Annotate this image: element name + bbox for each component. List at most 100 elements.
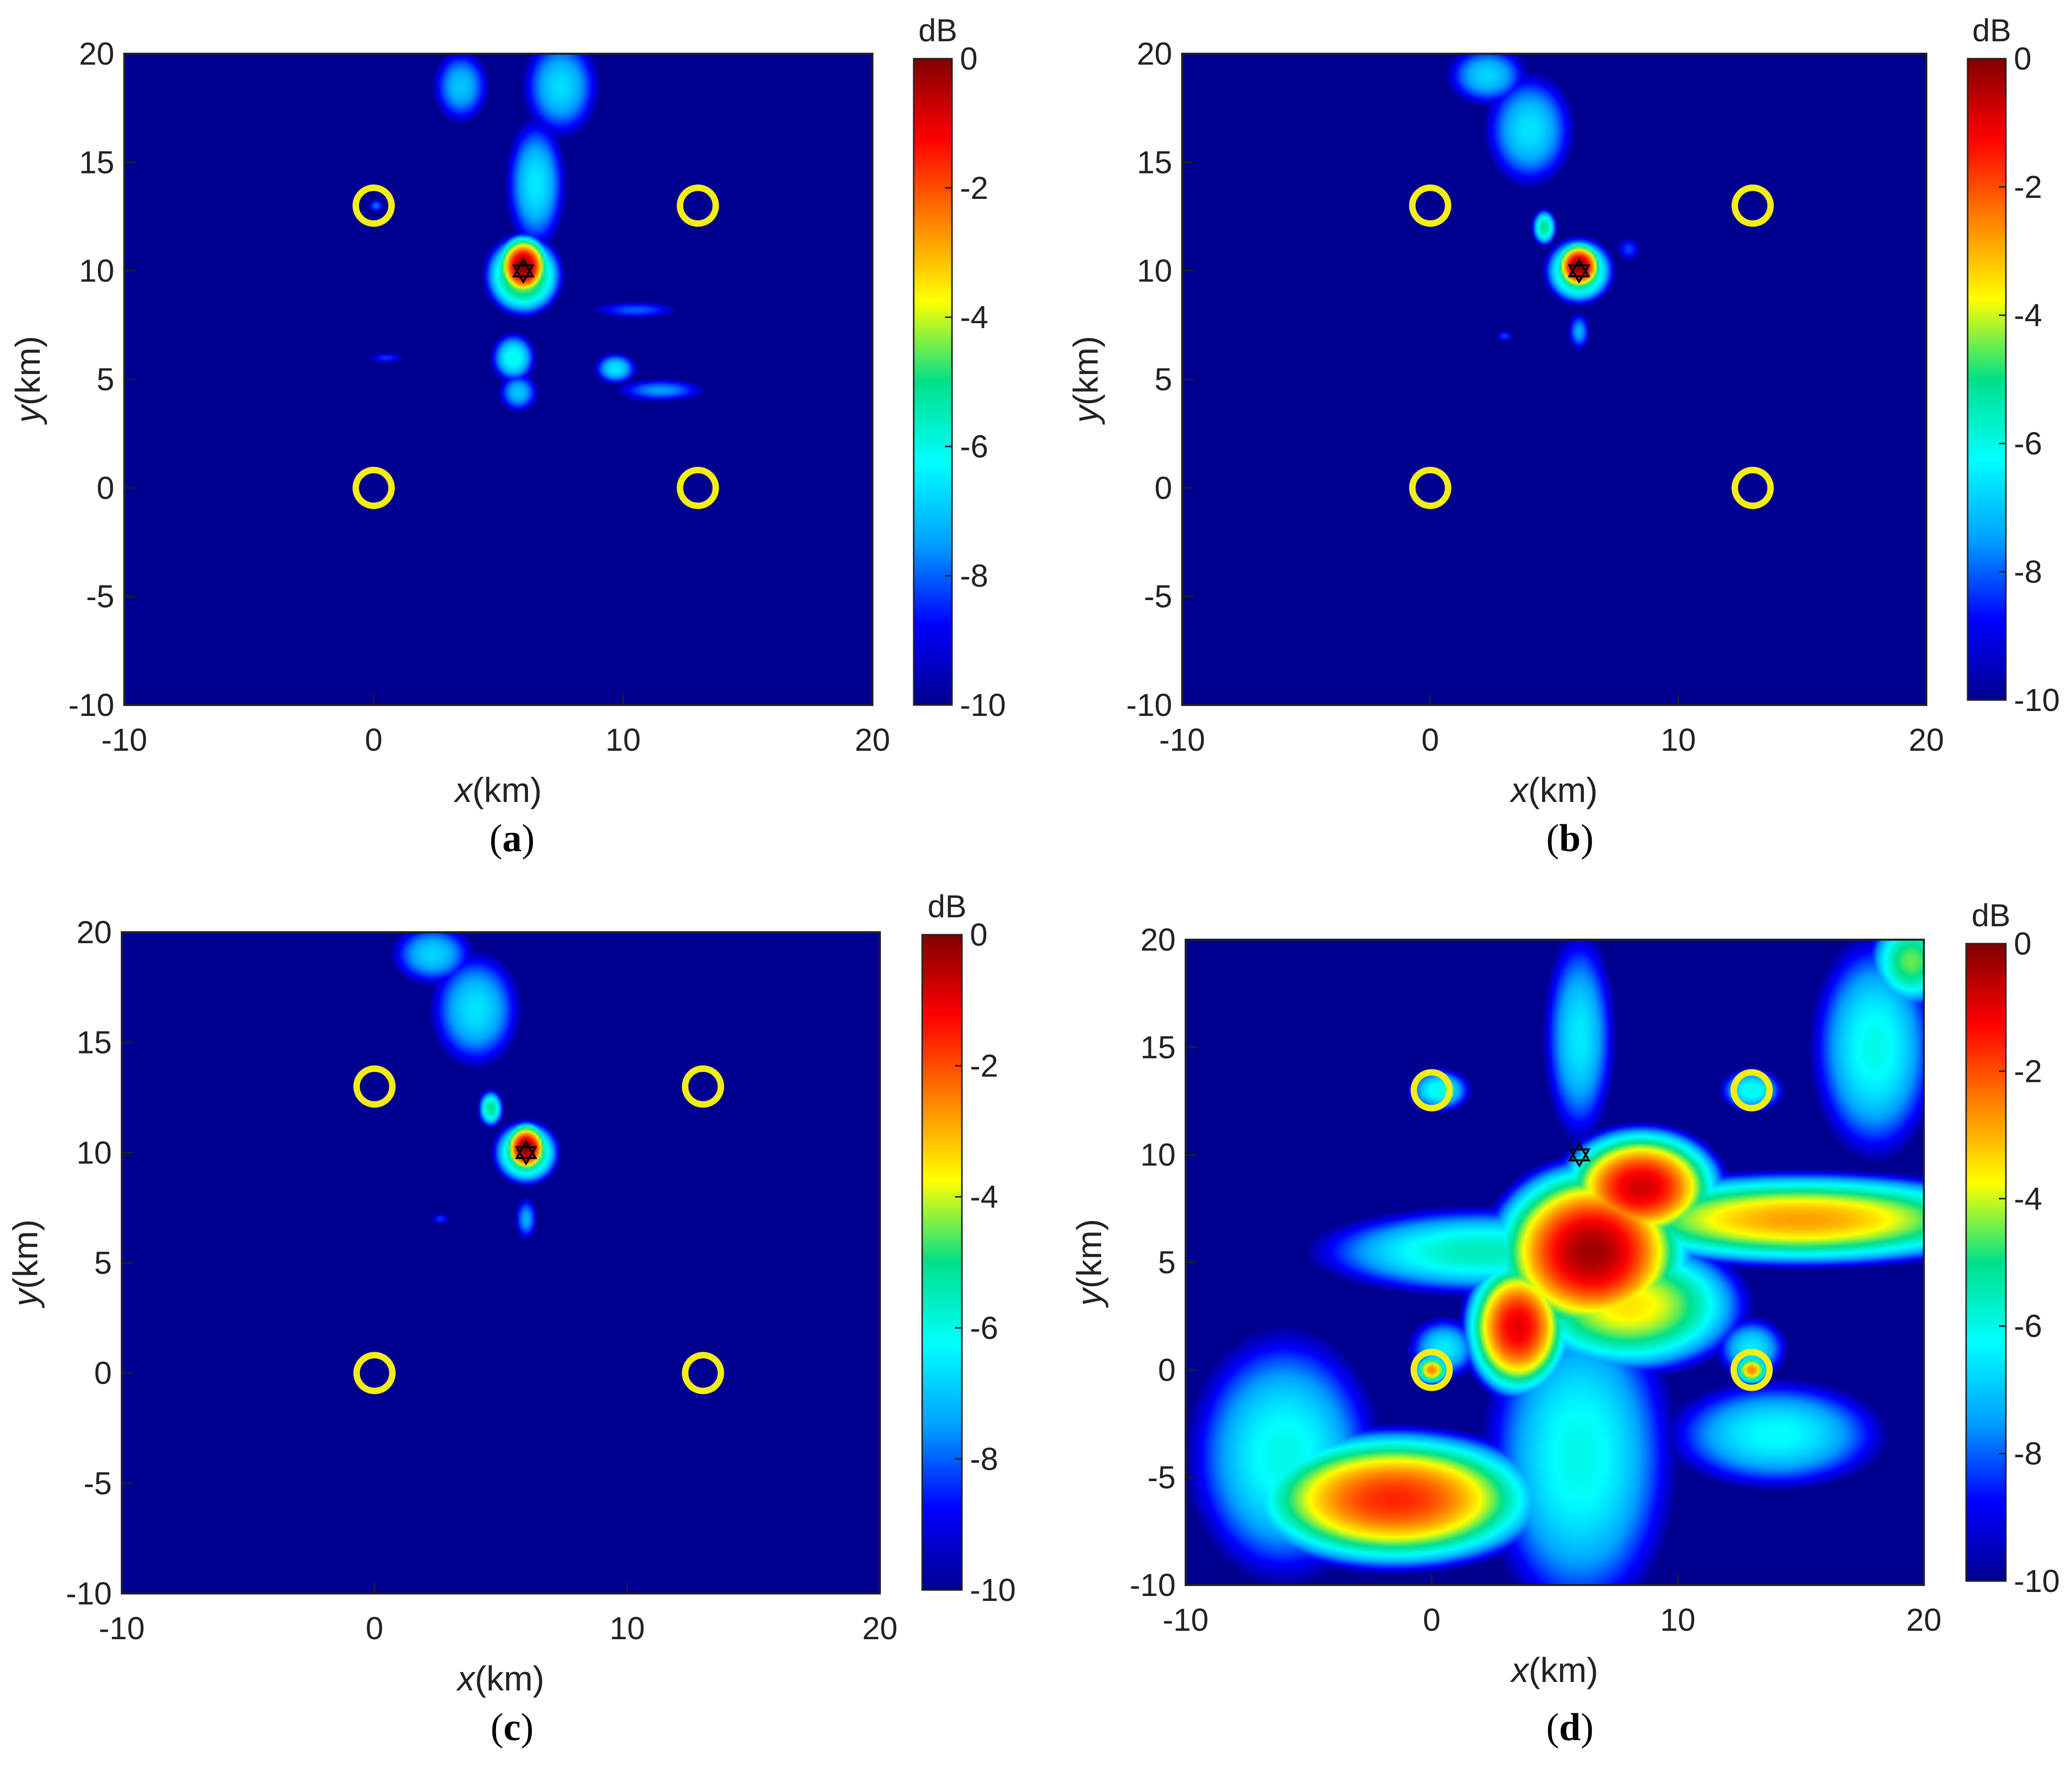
x-tick-label: 10 <box>1660 1602 1695 1638</box>
site-marker <box>352 184 395 227</box>
colorbar-tick-label: -10 <box>960 687 1006 723</box>
y-tick-label: 20 <box>1137 36 1172 72</box>
y-tick-label: 10 <box>1140 1137 1176 1173</box>
y-tick-label: 10 <box>1137 253 1172 289</box>
x-axis-var: x <box>1510 1651 1530 1689</box>
x-axis-label: x(km) <box>1509 771 1598 809</box>
x-tick-label: -10 <box>101 722 148 758</box>
colorbar-tick-label: -10 <box>2014 682 2060 718</box>
y-axis-var: y <box>1066 403 1105 425</box>
y-tick-label: 20 <box>77 914 112 950</box>
y-tick-label: 15 <box>79 144 114 180</box>
y-axis-var: y <box>8 403 47 425</box>
y-tick-label: -10 <box>1130 1567 1176 1603</box>
y-axis-label: y(km) <box>8 336 47 425</box>
y-tick-label: 20 <box>79 36 114 72</box>
site-marker <box>1409 466 1452 509</box>
panel-b: -10 0 10 20-10-505101520x(km)y(km)0-2-4-6-8… <box>1066 12 2060 860</box>
colorbar-tick-label: -8 <box>2014 1436 2042 1472</box>
y-tick-label: 0 <box>1154 470 1172 506</box>
x-tick-label: 10 <box>605 722 641 758</box>
heatmap-image <box>124 54 872 705</box>
y-tick-label: 10 <box>79 253 114 289</box>
x-tick-label: 20 <box>1908 722 1944 758</box>
site-marker <box>1730 1069 1773 1112</box>
x-tick-label: 20 <box>862 1610 897 1646</box>
colorbar <box>1965 943 2007 1582</box>
site-marker <box>677 466 719 509</box>
x-tick-label: 10 <box>609 1610 645 1646</box>
colorbar-tick-label: 0 <box>970 917 988 953</box>
x-axis-unit: (km) <box>1528 771 1598 809</box>
y-tick-label: -5 <box>84 1465 112 1501</box>
y-axis-unit: (km) <box>6 1220 45 1289</box>
colorbar-tick-label: -2 <box>2014 169 2042 205</box>
y-tick-label: -10 <box>66 1576 112 1611</box>
panel-a: -10 0 10 20-10-505101520x(km)y(km)0-2-4-6-8… <box>8 12 1006 860</box>
x-axis-unit: (km) <box>475 1659 544 1698</box>
site-marker <box>353 1352 396 1395</box>
y-tick-label: -10 <box>1126 687 1173 723</box>
x-axis-label: x(km) <box>1510 1651 1598 1689</box>
colorbar-tick-label: -2 <box>960 170 988 206</box>
x-tick-label: 10 <box>1660 722 1696 758</box>
colorbar-tick-label: -6 <box>2014 1308 2042 1344</box>
x-axis-unit: (km) <box>1529 1651 1598 1689</box>
site-marker <box>1410 1348 1453 1391</box>
panel-d: -10 0 10 20-10-505101520x(km)y(km)0-2-4-6-8… <box>1070 897 2060 1749</box>
target-star-icon <box>1567 258 1590 284</box>
heatmap-image <box>122 932 880 1593</box>
colorbar-tick-label: -8 <box>2014 554 2042 590</box>
panel-letter: b <box>1559 816 1580 860</box>
panel-c: -10 0 10 20-10-505101520x(km)y(km)0-2-4-6-8… <box>6 888 1016 1749</box>
colorbar-tick-label: -2 <box>970 1048 998 1084</box>
colorbar-tick-label: 0 <box>2014 926 2032 962</box>
colorbar-label: dB <box>918 12 957 48</box>
colorbar-tick-label: -4 <box>2014 297 2042 333</box>
y-tick-label: 0 <box>94 1355 112 1391</box>
site-marker <box>352 466 395 509</box>
x-tick-label: -10 <box>99 1610 145 1646</box>
colorbar-tick-label: -10 <box>2014 1563 2060 1599</box>
y-tick-label: -5 <box>1147 1460 1176 1496</box>
y-axis-unit: (km) <box>8 336 47 406</box>
site-marker <box>353 1065 396 1108</box>
y-tick-label: 0 <box>1158 1352 1176 1388</box>
colorbar-label: dB <box>1972 12 2011 48</box>
colorbar <box>913 58 953 706</box>
y-axis-label: y(km) <box>1066 336 1105 425</box>
colorbar-label: dB <box>928 888 966 924</box>
colorbar-tick-label: -6 <box>2014 426 2042 461</box>
x-axis-unit: (km) <box>472 771 542 809</box>
y-tick-label: 15 <box>77 1025 112 1060</box>
y-tick-label: 15 <box>1137 144 1172 180</box>
target-star-icon <box>512 258 535 284</box>
site-marker <box>682 1065 724 1108</box>
y-axis-label: y(km) <box>6 1220 45 1309</box>
colorbar-tick-label: -10 <box>970 1572 1016 1608</box>
panel-letter: c <box>504 1705 521 1749</box>
site-marker <box>1410 1069 1453 1112</box>
site-marker <box>677 184 719 227</box>
site-marker <box>1731 184 1774 227</box>
colorbar-tick-label: -8 <box>960 558 988 594</box>
y-tick-label: -5 <box>86 579 114 615</box>
site-marker <box>1731 466 1774 509</box>
x-tick-label: 0 <box>366 1610 384 1646</box>
colorbar <box>921 934 963 1591</box>
x-tick-label: -10 <box>1159 722 1206 758</box>
target-star-icon <box>1568 1142 1591 1168</box>
panel-caption: (c) <box>491 1705 534 1749</box>
x-axis-label: x(km) <box>456 1659 544 1698</box>
colorbar-tick-label: -4 <box>970 1179 998 1215</box>
colorbar-tick-label: -6 <box>970 1310 998 1346</box>
x-tick-label: -10 <box>1163 1602 1209 1638</box>
y-tick-label: 10 <box>77 1135 112 1170</box>
y-tick-label: -10 <box>69 687 115 723</box>
y-tick-label: 20 <box>1140 922 1176 958</box>
y-tick-label: 5 <box>1154 361 1172 397</box>
colorbar-tick-label: -4 <box>960 299 988 335</box>
panel-caption: (a) <box>490 816 535 860</box>
x-axis-var: x <box>1509 771 1530 809</box>
